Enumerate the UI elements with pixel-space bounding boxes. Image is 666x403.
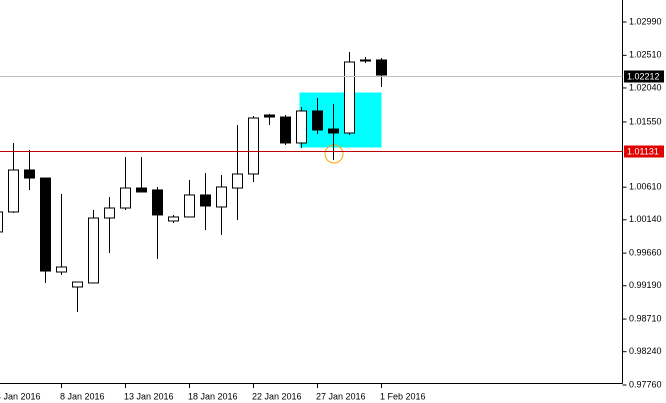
candle-body [344,61,355,134]
x-tick-label: 22 Jan 2016 [252,391,302,401]
y-tick-label: 1.02510 [629,50,662,60]
candle-body [24,169,35,179]
candle-body [40,177,51,272]
candle-body [280,116,291,144]
candle-body [184,194,195,218]
candle-body [312,110,323,131]
x-tick-label: 18 Jan 2016 [188,391,238,401]
candle-body [232,173,243,189]
candle-body [56,266,67,273]
candle-body [120,187,131,209]
candle-body [360,59,371,62]
y-tick-label: 1.02990 [629,16,662,26]
candle-body [104,207,115,219]
price-label-box [624,145,664,158]
candle-body [264,114,275,118]
y-tick-label: 1.02040 [629,82,662,92]
candle-body [88,217,99,284]
candle-body [136,187,147,193]
y-tick-label: 0.99660 [629,248,662,258]
y-tick-label: 0.98240 [629,346,662,356]
candle-body [296,110,307,144]
candle-body [328,128,339,134]
y-tick-label: 1.00610 [629,182,662,192]
candle-body [216,186,227,208]
candle-body [248,117,259,175]
candle-body [72,281,83,288]
price-label-box [624,70,664,83]
y-tick-label: 0.99190 [629,280,662,290]
price-label: 1.01131 [627,146,659,156]
x-tick-label: 1 Feb 2016 [380,391,426,401]
y-tick-label: 1.00140 [629,214,662,224]
price-label: 1.02212 [627,71,660,81]
y-tick-label: 0.97760 [629,379,662,389]
candle-body [0,211,3,233]
candle-body [8,169,19,213]
x-tick-label: 13 Jan 2016 [124,391,174,401]
candle-body [376,59,387,76]
candle-body [200,194,211,207]
candle-body [168,216,179,222]
candle-body [152,189,163,216]
x-tick-label: 4 Jan 2016 [0,391,41,401]
x-tick-label: 27 Jan 2016 [316,391,366,401]
y-tick-label: 1.01550 [629,116,662,126]
x-tick-label: 8 Jan 2016 [60,391,105,401]
y-tick-label: 0.98710 [629,313,662,323]
